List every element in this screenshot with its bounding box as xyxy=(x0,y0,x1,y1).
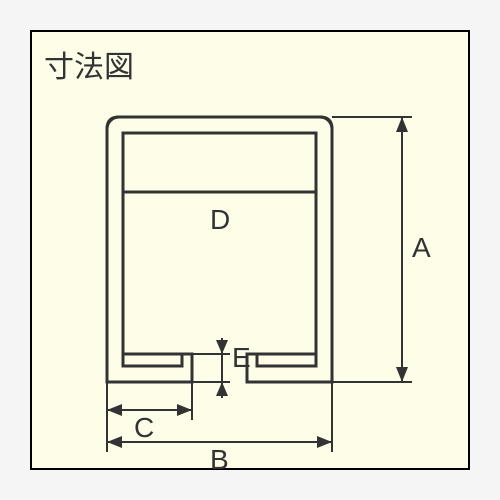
dim-C-arrow-right xyxy=(177,404,192,416)
dim-B-arrow-left xyxy=(107,436,122,448)
label-B: B xyxy=(210,444,229,476)
label-C: C xyxy=(134,412,154,444)
dimension-drawing xyxy=(32,32,472,472)
diagram-frame: 寸法図 xyxy=(30,30,470,470)
label-D: D xyxy=(210,204,230,236)
label-A: A xyxy=(412,232,431,264)
dim-C-arrow-left xyxy=(107,404,122,416)
dim-A-arrow-bottom xyxy=(396,367,408,382)
inner-contour xyxy=(123,133,316,354)
dim-E-arrow-top xyxy=(216,340,228,354)
dim-E-arrow-bottom xyxy=(216,382,228,396)
dim-A-arrow-top xyxy=(396,117,408,132)
dim-B-arrow-right xyxy=(317,436,332,448)
label-E: E xyxy=(232,342,251,374)
